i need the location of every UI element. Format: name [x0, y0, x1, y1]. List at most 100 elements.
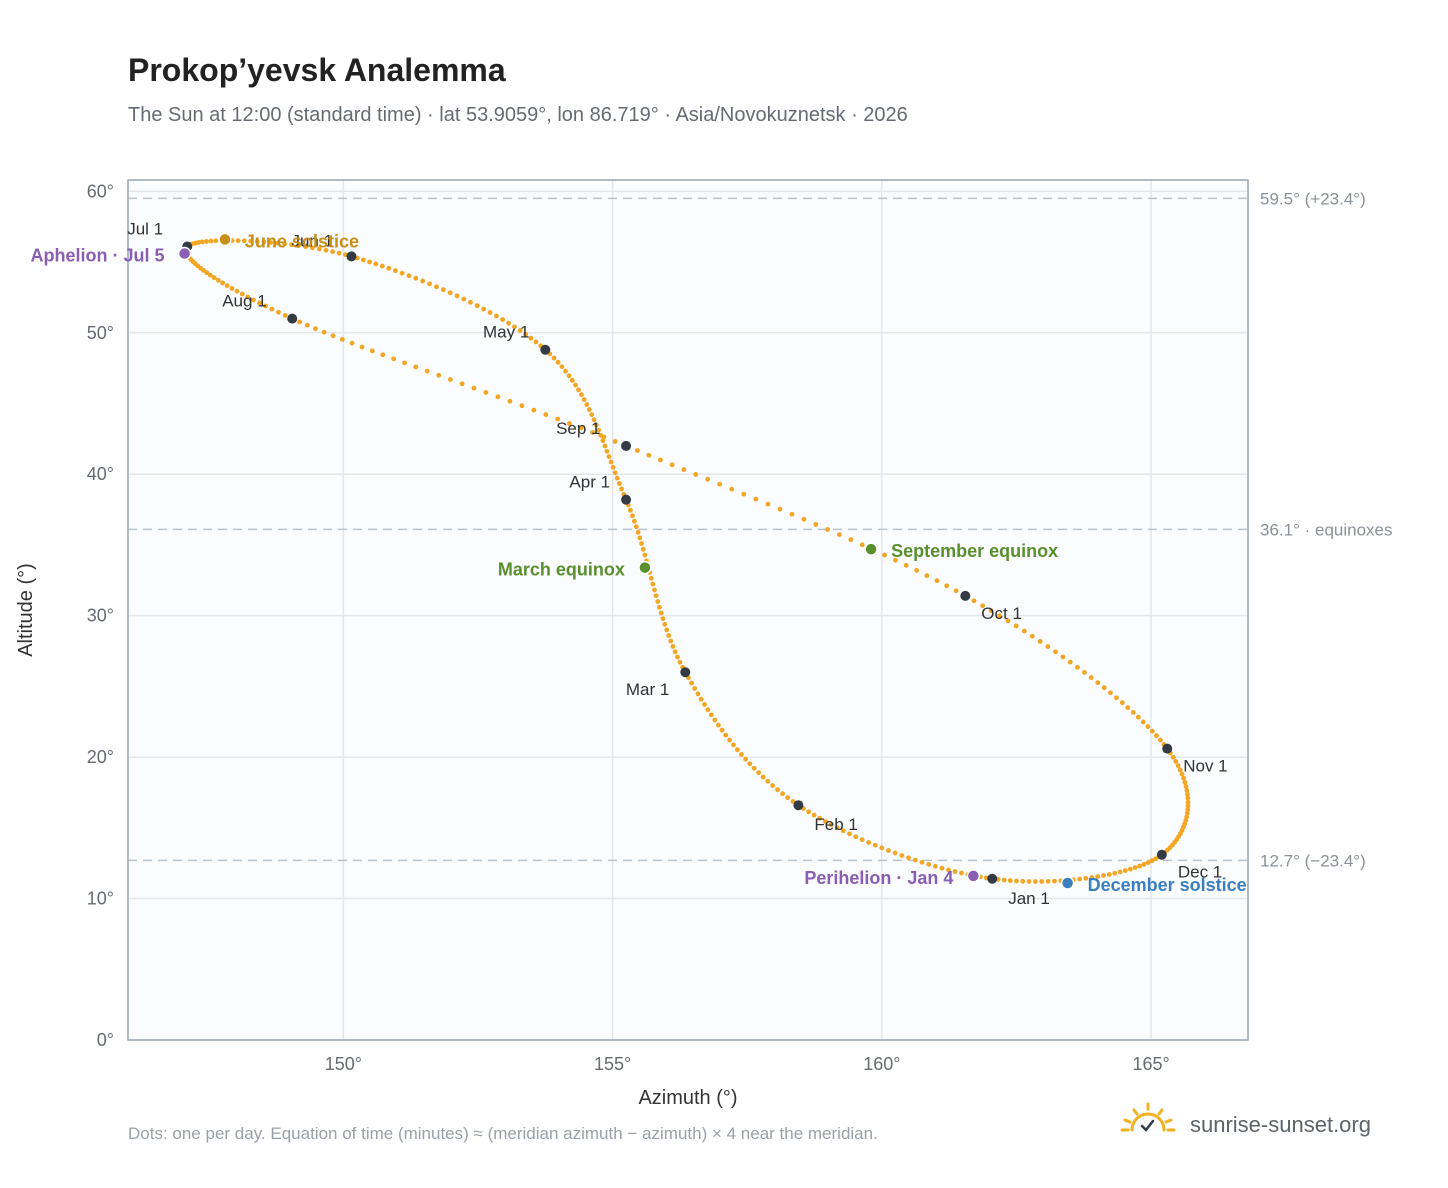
month-label: Nov 1	[1183, 757, 1227, 776]
daily-dot	[1052, 878, 1057, 884]
daily-dot	[662, 621, 668, 627]
daily-dot	[1145, 724, 1151, 729]
daily-dot	[434, 284, 439, 290]
daily-dot	[702, 702, 707, 707]
daily-dot	[727, 737, 732, 743]
daily-dot	[420, 278, 426, 284]
event-marker	[864, 542, 878, 556]
daily-dot	[672, 649, 678, 655]
daily-dot	[1175, 763, 1181, 769]
month-label: Sep 1	[556, 419, 600, 438]
reference-lines: 59.5° (+23.4°) 36.1° · equinoxes 12.7° (−2…	[128, 189, 1393, 870]
daily-dot	[959, 870, 964, 876]
daily-dot	[533, 339, 539, 345]
daily-dot	[360, 257, 366, 263]
daily-dot	[523, 331, 529, 337]
daily-dot	[494, 313, 499, 319]
daily-dot	[822, 819, 828, 824]
sun-logo-icon	[1120, 1102, 1176, 1132]
brand[interactable]: sunrise-sunset.org	[1120, 1100, 1420, 1150]
daily-dot	[657, 604, 662, 610]
daily-dot	[1182, 779, 1188, 785]
daily-dot	[1089, 875, 1095, 880]
daily-dot	[391, 356, 396, 362]
month-markers: Jan 1 Feb 1 Mar 1 Apr 1 May 1 Jun 1 Jul 1 Aug 1…	[127, 219, 1227, 907]
daily-dot	[601, 434, 607, 440]
daily-dot	[402, 360, 407, 366]
daily-dot	[1026, 879, 1032, 884]
month-marker	[793, 800, 804, 811]
event-marker	[966, 869, 981, 883]
daily-dot	[379, 263, 385, 269]
plot-frame	[127, 179, 1249, 1041]
daily-dot	[224, 283, 230, 289]
daily-dot	[349, 340, 355, 346]
month-label: Mar 1	[626, 680, 669, 699]
month-label: Jun 1	[291, 231, 333, 250]
daily-dot	[602, 443, 608, 449]
daily-dot	[211, 275, 217, 281]
daily-dot	[886, 848, 891, 853]
daily-dot	[263, 303, 268, 309]
daily-dot	[619, 486, 624, 492]
reference-line-label: 59.5° (+23.4°)	[1260, 189, 1366, 208]
daily-dot	[600, 438, 606, 444]
brand-name[interactable]: sunrise-sunset.org	[1190, 1112, 1371, 1137]
daily-dot	[276, 309, 281, 315]
daily-dot	[924, 573, 930, 578]
daily-dot	[1122, 868, 1128, 874]
daily-dot	[723, 732, 729, 738]
daily-dot	[932, 863, 938, 869]
daily-dot	[1095, 874, 1101, 879]
daily-dot	[215, 277, 221, 283]
daily-dot	[506, 320, 512, 326]
daily-dot	[474, 303, 480, 309]
daily-dot	[811, 812, 817, 818]
daily-dot	[944, 583, 950, 589]
daily-dot	[581, 397, 587, 402]
plot-area	[128, 180, 1248, 1040]
daily-dot	[775, 787, 780, 793]
daily-dot	[834, 825, 840, 831]
daily-dot	[668, 638, 674, 644]
y-tick-label: 30°	[87, 606, 114, 626]
daily-dot	[282, 241, 287, 247]
daily-dot	[1119, 700, 1125, 706]
event-marker	[1060, 876, 1075, 890]
daily-dot	[1149, 728, 1155, 734]
y-axis-label: Altitude (°)	[15, 563, 37, 657]
daily-dot	[1081, 670, 1087, 675]
daily-dot	[642, 552, 648, 558]
daily-dot	[1149, 858, 1155, 864]
daily-dot	[543, 412, 549, 417]
daily-dot	[1021, 628, 1027, 634]
daily-dot	[436, 372, 442, 378]
x-axis-label: Azimuth (°)	[638, 1087, 737, 1109]
daily-dot	[655, 599, 661, 604]
daily-dot	[640, 546, 646, 552]
daily-dot	[1095, 680, 1101, 686]
daily-dot	[297, 319, 302, 325]
daily-dot	[576, 387, 581, 393]
daily-dot	[906, 855, 911, 861]
daily-dot	[997, 613, 1002, 619]
daily-dot	[741, 491, 747, 497]
daily-dot	[705, 707, 711, 713]
daily-dot	[608, 459, 614, 465]
daily-dot	[596, 427, 601, 433]
x-tick-label: 150°	[325, 1054, 362, 1074]
daily-dot	[639, 541, 644, 546]
event-label: December solstice	[1088, 875, 1247, 895]
daily-dot	[914, 568, 920, 573]
daily-dot	[664, 627, 670, 633]
daily-dot	[578, 425, 584, 431]
daily-dot	[693, 472, 699, 477]
daily-dot	[440, 287, 446, 293]
daily-dot	[743, 756, 748, 762]
daily-dot	[882, 552, 887, 558]
daily-dot	[254, 239, 260, 244]
daily-dot	[593, 422, 599, 428]
y-tick-label: 20°	[87, 747, 114, 767]
daily-dot	[1135, 714, 1141, 720]
daily-dot	[399, 270, 405, 276]
